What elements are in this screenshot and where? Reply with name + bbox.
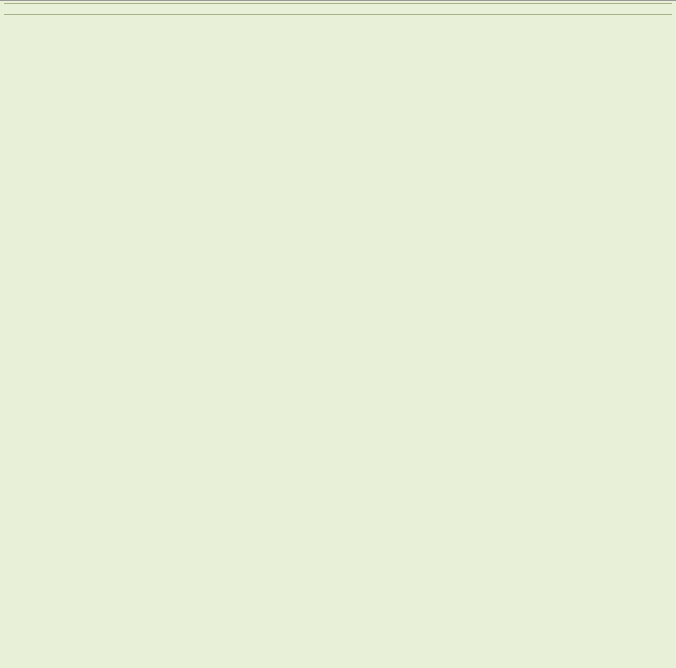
section-title bbox=[4, 3, 672, 15]
form-area bbox=[0, 1, 676, 17]
